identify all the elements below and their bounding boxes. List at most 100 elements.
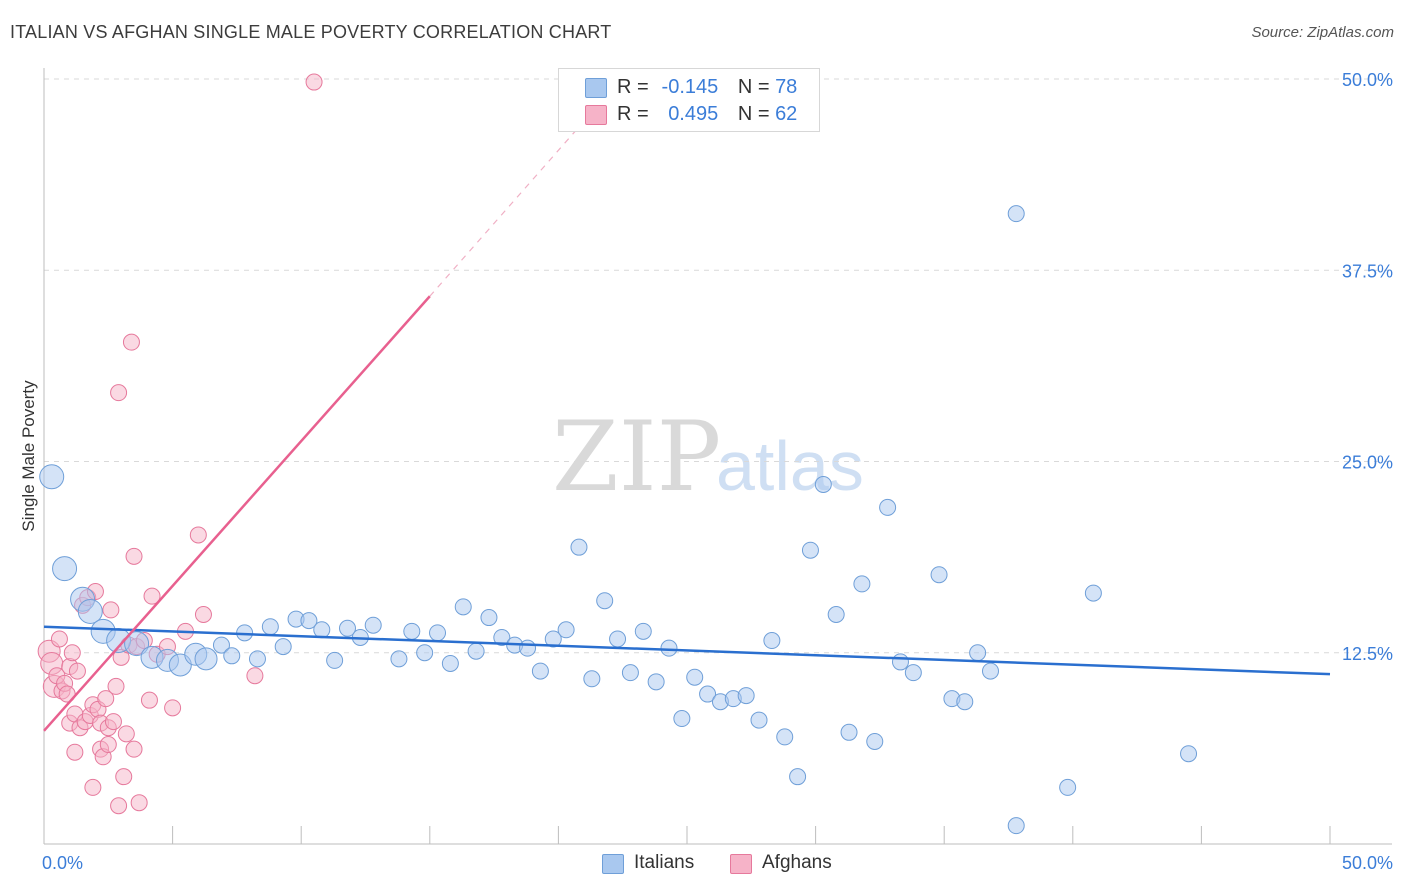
- afghans-r-label: R =: [617, 103, 649, 125]
- watermark: ZIP atlas: [552, 401, 864, 513]
- italians-n-value: 78: [775, 76, 798, 98]
- italians-point: [776, 728, 794, 746]
- italians-point: [763, 632, 781, 650]
- italians-point: [77, 598, 103, 624]
- y-tick-label: 25.0%: [1342, 453, 1393, 473]
- italians-point: [1007, 205, 1025, 223]
- italians-point: [467, 642, 485, 660]
- italians-point: [429, 624, 447, 642]
- italians-point: [930, 566, 948, 584]
- italians-point: [212, 636, 230, 654]
- italians-point: [223, 647, 241, 665]
- afghans-point: [84, 778, 102, 796]
- afghans-n-value: 62: [775, 103, 798, 125]
- italians-point: [840, 723, 858, 741]
- afghans-point: [68, 662, 86, 680]
- italians-point: [403, 622, 421, 640]
- italians-point: [274, 638, 292, 656]
- y-axis-label: Single Male Poverty: [19, 380, 38, 532]
- italians-point: [1084, 584, 1102, 602]
- bottom-afghans-label: Afghans: [762, 852, 832, 873]
- italians-points: [39, 205, 1198, 835]
- afghans-point: [122, 333, 140, 351]
- italians-point: [454, 598, 472, 616]
- italians-point: [827, 606, 845, 623]
- italians-point: [416, 644, 434, 662]
- afghans-point: [63, 644, 81, 662]
- y-tick-label: 37.5%: [1342, 261, 1393, 281]
- correlation-legend: R = -0.145 N = 78 R = 0.495 N = 62: [558, 68, 820, 132]
- y-tick-labels: 12.5% 25.0% 37.5% 50.0%: [1342, 70, 1393, 664]
- italians-point: [596, 592, 614, 610]
- chart-title: ITALIAN VS AFGHAN SINGLE MALE POVERTY CO…: [10, 22, 612, 42]
- italians-point: [261, 618, 279, 636]
- italians-point: [52, 556, 78, 582]
- afghans-point: [107, 677, 125, 695]
- afghans-r-value: 0.495: [668, 103, 719, 125]
- italians-point: [364, 616, 382, 634]
- bottom-afghans-swatch: [730, 854, 752, 874]
- italians-point: [1007, 817, 1025, 835]
- x-tick-labels: 0.0% 50.0%: [42, 853, 1393, 873]
- italians-n-label: N =: [737, 76, 770, 98]
- afghans-point: [130, 794, 148, 812]
- italians-point: [750, 711, 768, 729]
- italians-point: [39, 464, 65, 490]
- italians-point: [801, 541, 819, 559]
- afghans-point: [50, 630, 68, 648]
- x-tick-label: 0.0%: [42, 853, 83, 873]
- watermark-zip: ZIP: [552, 401, 721, 513]
- afghans-point: [194, 606, 212, 623]
- bottom-italians-swatch: [602, 854, 624, 874]
- afghans-point: [110, 384, 128, 402]
- italians-point: [390, 650, 408, 668]
- y-tick-label: 50.0%: [1342, 70, 1393, 90]
- afghans-point: [140, 691, 158, 709]
- italians-point: [853, 575, 871, 593]
- afghans-point: [99, 736, 117, 754]
- italians-point: [737, 687, 755, 705]
- afghans-point: [305, 73, 323, 91]
- italians-point: [686, 668, 704, 686]
- italians-point: [609, 630, 627, 648]
- afghans-swatch: [585, 105, 607, 125]
- x-tick-label: 50.0%: [1342, 853, 1393, 873]
- italians-point: [338, 619, 356, 637]
- afghans-n-label: N =: [737, 103, 770, 125]
- afghans-point: [143, 587, 161, 605]
- afghans-point: [164, 699, 182, 717]
- afghans-trend-line: [43, 295, 431, 732]
- italians-point: [789, 768, 807, 786]
- italians-point: [647, 673, 665, 691]
- afghans-point: [66, 743, 84, 761]
- afghans-point: [125, 740, 143, 758]
- trend-lines: [43, 106, 1331, 732]
- afghans-point: [115, 768, 133, 786]
- bottom-italians-label: Italians: [634, 852, 695, 873]
- source-label: Source: ZipAtlas.com: [1251, 24, 1394, 41]
- italians-point: [814, 475, 832, 493]
- afghans-point: [125, 547, 143, 565]
- italians-point: [544, 630, 562, 648]
- italians-point: [956, 693, 974, 711]
- italians-point: [879, 498, 897, 516]
- afghans-point: [117, 725, 135, 743]
- italians-point: [1059, 778, 1077, 796]
- italians-point: [570, 538, 588, 556]
- italians-point: [634, 622, 652, 640]
- italians-point: [621, 664, 639, 682]
- afghans-point: [104, 713, 122, 731]
- italians-point: [583, 670, 601, 688]
- italians-point: [891, 653, 909, 671]
- afghans-trend-extension: [429, 106, 598, 297]
- italians-point: [124, 631, 150, 657]
- afghans-point: [246, 667, 264, 685]
- italians-r-value: -0.145: [661, 76, 719, 98]
- italians-point: [480, 609, 498, 627]
- italians-point: [981, 662, 999, 680]
- italians-point: [248, 650, 266, 668]
- italians-point: [673, 710, 691, 728]
- italians-point: [519, 639, 537, 657]
- italians-point: [326, 651, 344, 669]
